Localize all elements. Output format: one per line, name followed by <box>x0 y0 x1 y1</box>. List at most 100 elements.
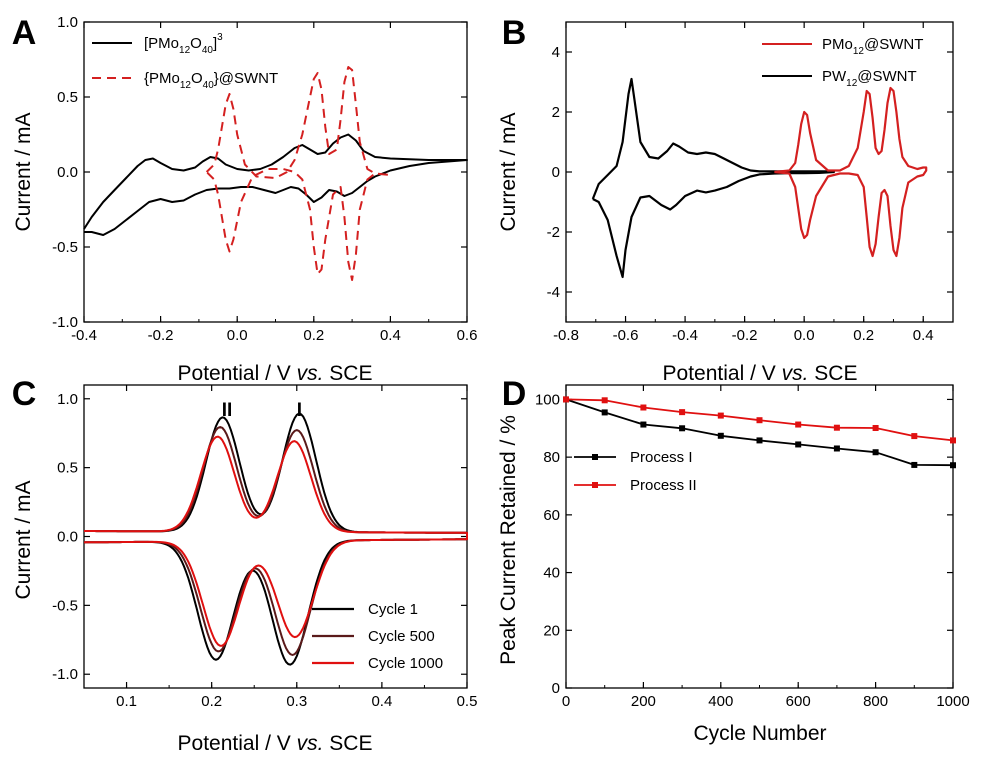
panel-d-series-1-point <box>679 409 686 416</box>
panel-a-legend-label-1-part: }@SWNT <box>214 70 278 87</box>
panel-a-legend-label-0-sub: 12 <box>179 45 191 56</box>
panel-b-xtick-label: -0.2 <box>732 327 758 344</box>
panel-c-ytick-label: -0.5 <box>52 597 78 614</box>
panel-b-legend-label-0: PMo12​@SWNT <box>822 36 923 57</box>
panel-d-letter: D <box>502 375 527 413</box>
panel-b-xtick-label: 0.0 <box>794 327 815 344</box>
panel-d-legend-label-0: Process I <box>630 449 693 466</box>
panel-a-letter: A <box>12 14 37 52</box>
panel-c-xtick-label: 0.2 <box>201 693 222 710</box>
panel-d-series-1-point <box>756 417 763 424</box>
panel-d-xtick-label: 400 <box>708 693 733 710</box>
panel-d-series-0-point <box>601 409 608 416</box>
panel-b-xtick-label: -0.8 <box>553 327 579 344</box>
panel-d-series-1-point <box>795 421 802 428</box>
panel-b-xtick-label: 0.2 <box>853 327 874 344</box>
panel-a-xtick-label: 0.2 <box>303 327 324 344</box>
panel-a-xtick-label: 0.0 <box>227 327 248 344</box>
panel-d-y-axis-title: Peak Current Retained / % <box>497 415 520 665</box>
panel-b-xtick-label: -0.6 <box>613 327 639 344</box>
panel-d-series-1-point <box>717 412 724 419</box>
panel-a-x-axis-title-end: SCE <box>323 362 372 385</box>
panel-c-x-axis-title-end: SCE <box>323 732 372 755</box>
panel-b-x-axis-title-main: Potential / V <box>663 362 782 385</box>
panel-c: C 0.1 0.2 0.3 0.4 0.5 -1.0 -0.5 0.0 0.5 1.0 Potenti… <box>12 375 478 755</box>
panel-d-xtick-label: 800 <box>863 693 888 710</box>
panel-d-series-1-point <box>872 424 879 431</box>
panel-c-x-axis-title: Potential / V vs. SCE <box>178 732 373 755</box>
panel-d-ytick-label: 80 <box>543 449 560 466</box>
panel-a-ytick-label: -1.0 <box>52 314 78 331</box>
panel-d-frame <box>565 384 954 689</box>
panel-b-legend-label-0-part: PMo <box>822 36 853 53</box>
panel-c-legend-label-1: Cycle 500 <box>368 628 435 645</box>
panel-d-xtick-label: 600 <box>786 693 811 710</box>
panel-b-legend-label-1: PW12​@SWNT <box>822 68 917 89</box>
panel-d-ytick-label: 100 <box>535 391 560 408</box>
panel-b-x-axis-title: Potential / V vs. SCE <box>663 362 858 385</box>
panel-b-x-axis-title-italic: vs. <box>782 362 809 385</box>
panel-d-series-1-point <box>833 424 840 431</box>
panel-b-y-axis-title: Current / mA <box>497 112 520 231</box>
panel-a-ytick-label: 0.0 <box>57 164 78 181</box>
panel-b-ytick-label: -2 <box>547 224 560 241</box>
panel-d-x-axis-title: Cycle Number <box>693 722 826 745</box>
panel-c-series-2 <box>83 435 468 647</box>
panel-b-ytick-label: 0 <box>552 164 560 181</box>
panel-a-legend-label-1-part: O <box>191 70 203 87</box>
panel-d-series-1-point <box>601 397 608 404</box>
panel-d-xtick-label: 0 <box>562 693 570 710</box>
panel-a-legend-label-0-sub: 40 <box>202 45 214 56</box>
panel-c-letter: C <box>12 375 37 413</box>
panel-b-legend-label-1-part: @SWNT <box>857 68 916 85</box>
panel-c-x-axis-title-main: Potential / V <box>178 732 297 755</box>
panel-d-series-0-point <box>872 449 879 456</box>
panel-d-ytick-label: 60 <box>543 507 560 524</box>
panel-a-legend-label-1-part: {PMo <box>144 70 180 87</box>
panel-b-letter: B <box>502 14 527 52</box>
panel-d-legend-marker-1 <box>592 482 598 488</box>
panel-b-series-0 <box>591 77 835 279</box>
panel-a-legend-label-0: [PMo12​O40​]3​ <box>144 32 223 56</box>
panel-d-series-1-point <box>911 433 918 440</box>
panel-a-legend-label-0-sup: 3 <box>217 32 223 43</box>
panel-b-xtick-label: -0.4 <box>672 327 698 344</box>
panel-a-legend-label-1: {PMo12​O40​}@SWNT <box>144 70 278 91</box>
panel-d-series-0-point <box>717 432 724 439</box>
panel-c-y-axis-title: Current / mA <box>12 480 35 599</box>
panel-b-ytick-label: 4 <box>552 44 560 61</box>
panel-c-xtick-label: 0.4 <box>371 693 392 710</box>
panel-a-y-axis-title: Current / mA <box>12 112 35 231</box>
panel-a-series-1 <box>205 66 392 281</box>
panel-d-ytick-label: 40 <box>543 565 560 582</box>
panel-c-xtick-label: 0.5 <box>457 693 478 710</box>
panel-d-series-0-point <box>911 461 918 468</box>
panel-a-legend-label-0-part: [PMo <box>144 35 179 52</box>
panel-c-xtick-label: 0.3 <box>286 693 307 710</box>
panel-a-ytick-label: -0.5 <box>52 239 78 256</box>
panel-d-ytick-label: 20 <box>543 622 560 639</box>
panel-c-legend-label-2: Cycle 1000 <box>368 655 443 672</box>
panel-c-legend-label-0: Cycle 1 <box>368 601 418 618</box>
panel-d-series-0-point <box>640 421 647 428</box>
panel-b-x-axis-title-end: SCE <box>808 362 857 385</box>
panel-a-xtick-label: -0.4 <box>71 327 97 344</box>
panel-b-xtick-label: 0.4 <box>913 327 934 344</box>
panel-a-x-axis-title-italic: vs. <box>297 362 324 385</box>
panel-a-frame <box>83 21 468 323</box>
panel-d-legend-marker-0 <box>592 454 598 460</box>
panel-a-series-0 <box>83 133 468 236</box>
panel-c-x-axis-title-italic: vs. <box>297 732 324 755</box>
panel-d: D 0 200 400 600 800 1000 0 20 40 60 80 100 Cycle Numb… <box>497 375 970 745</box>
panel-a-ytick-label: 1.0 <box>57 14 78 31</box>
panel-b-ytick-label: 2 <box>552 104 560 121</box>
panel-a-legend-label-1-sub: 40 <box>203 80 215 91</box>
panel-a-x-axis-title: Potential / V vs. SCE <box>178 362 373 385</box>
panel-d-ytick-label: 0 <box>552 680 560 697</box>
panel-b: B -0.8 -0.6 -0.4 -0.2 0.0 0.2 0.4 -4 -2 0 2 4 Potenti… <box>497 14 954 385</box>
panel-a: A -0.4 -0.2 0.0 0.2 0.4 0.6 -1.0 -0.5 0.0 0.5 1.0 Po… <box>12 14 478 385</box>
panel-a-xtick-label: 0.4 <box>380 327 401 344</box>
panel-b-legend-label-0-sub: 12 <box>853 46 865 57</box>
panel-c-ytick-label: 0.5 <box>57 460 78 477</box>
